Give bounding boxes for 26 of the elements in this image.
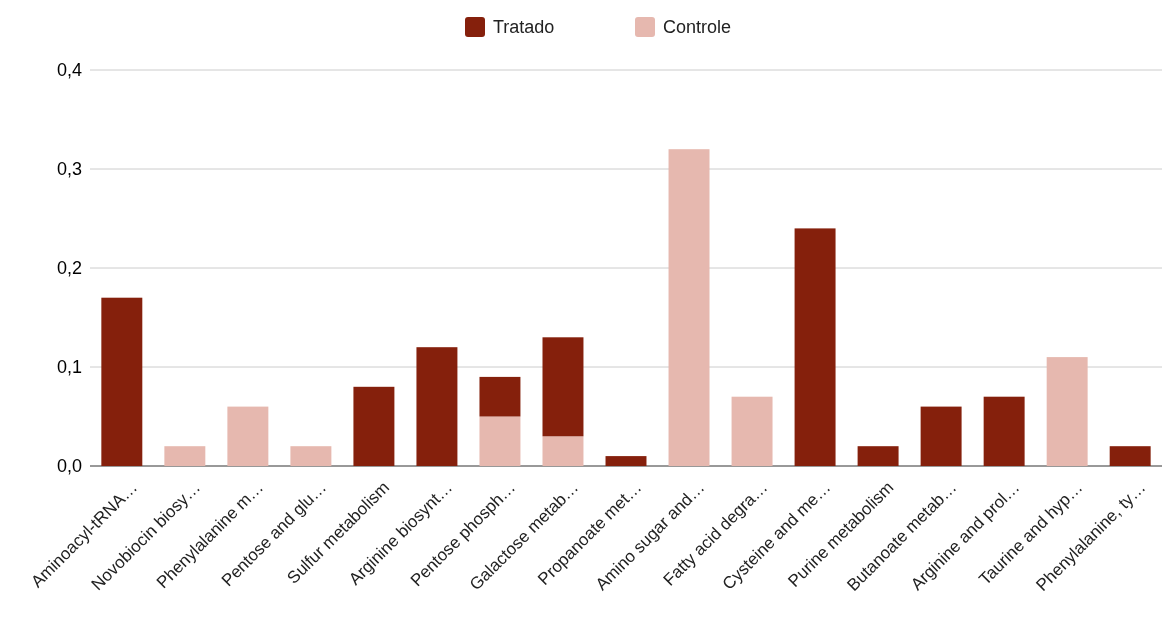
bar bbox=[542, 337, 584, 437]
bar bbox=[101, 297, 143, 466]
y-tick-label: 0,1 bbox=[56, 357, 82, 378]
bar bbox=[605, 456, 647, 466]
bar bbox=[857, 446, 899, 466]
bar bbox=[794, 228, 836, 466]
bar bbox=[542, 436, 584, 466]
bar bbox=[1109, 446, 1151, 466]
bar bbox=[1046, 357, 1088, 466]
legend-label: Controle bbox=[663, 17, 732, 38]
bar bbox=[227, 406, 269, 466]
bar bbox=[353, 386, 395, 466]
legend-label: Tratado bbox=[493, 17, 555, 38]
bar bbox=[920, 406, 962, 466]
y-tick-label: 0,4 bbox=[56, 60, 82, 81]
y-tick-label: 0,2 bbox=[56, 258, 82, 279]
bar bbox=[668, 149, 710, 466]
bar bbox=[164, 446, 206, 466]
bar bbox=[983, 396, 1025, 466]
bar bbox=[479, 416, 521, 466]
bar bbox=[479, 376, 521, 417]
y-tick-label: 0,3 bbox=[56, 159, 82, 180]
bar bbox=[290, 446, 332, 466]
bar bbox=[731, 396, 773, 466]
y-tick-label: 0,0 bbox=[56, 456, 82, 477]
bar bbox=[416, 347, 458, 466]
